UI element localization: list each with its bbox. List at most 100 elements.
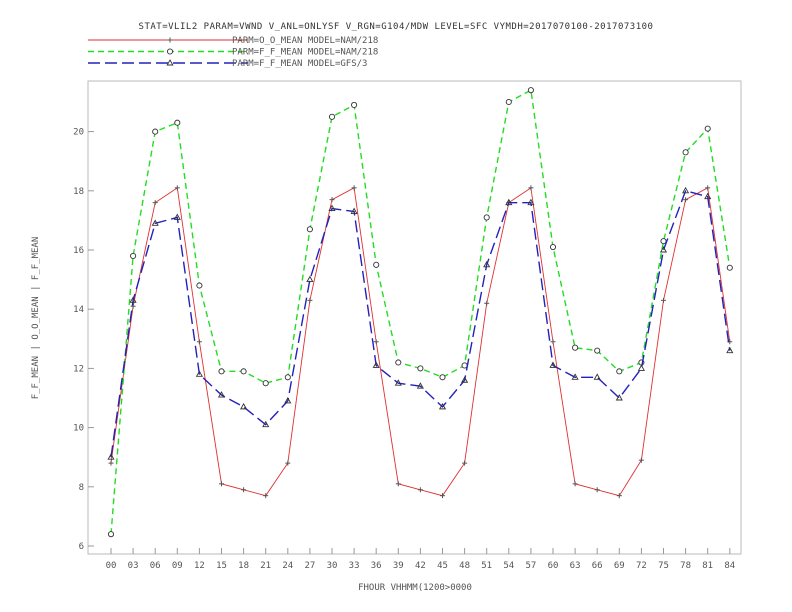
data-point [682, 186, 690, 194]
data-point [616, 493, 622, 499]
data-point [440, 493, 445, 499]
x-tick-label: 69 [614, 561, 625, 571]
data-point [373, 261, 380, 268]
data-point [328, 204, 336, 212]
x-tick-label: 81 [702, 561, 713, 571]
data-point [218, 368, 225, 375]
data-point [439, 374, 446, 381]
data-point [240, 402, 248, 410]
data-point [174, 119, 181, 126]
data-point [285, 460, 291, 466]
legend-marker [166, 48, 174, 55]
data-point [549, 361, 557, 368]
x-tick-label: 06 [150, 561, 161, 571]
chart-title: STAT=VLIL2 PARAM=VWND V_ANL=ONLYSF V_RGN… [139, 22, 654, 32]
data-point [594, 487, 600, 493]
data-point [372, 361, 380, 368]
x-tick-label: 66 [592, 561, 603, 571]
data-point [726, 346, 734, 354]
legend-marker [167, 37, 173, 43]
x-tick-label: 36 [371, 561, 382, 571]
y-tick-label: 18 [73, 187, 84, 197]
data-point [394, 379, 402, 386]
data-point [661, 297, 666, 303]
data-point [262, 420, 270, 428]
data-point [527, 198, 535, 206]
x-tick-label: 12 [194, 561, 205, 571]
x-tick-label: 60 [548, 561, 559, 571]
x-tick-label: 72 [636, 561, 647, 571]
data-point [616, 368, 623, 375]
x-tick-label: 57 [525, 561, 536, 571]
data-point [108, 460, 114, 466]
data-point [438, 402, 447, 410]
x-tick-label: 27 [304, 561, 315, 571]
data-point [505, 198, 513, 206]
data-point [571, 373, 579, 380]
data-point [704, 192, 712, 200]
data-point [594, 347, 601, 354]
data-point [152, 128, 159, 135]
data-point [550, 339, 556, 345]
data-point [505, 98, 512, 106]
x-tick-label: 21 [260, 561, 271, 571]
data-point [572, 481, 578, 487]
data-point [683, 197, 689, 203]
x-tick-label: 42 [415, 561, 426, 571]
data-point [328, 113, 336, 120]
legend-marker [166, 59, 174, 66]
data-point [284, 374, 291, 381]
data-point [726, 264, 733, 271]
y-tick-label: 20 [73, 128, 84, 138]
data-point [241, 487, 247, 493]
legend-label: PARM=O_O_MEAN MODEL=NAM/218 [232, 36, 378, 46]
y-tick-label: 8 [79, 483, 84, 493]
x-tick-label: 48 [459, 561, 470, 571]
data-point [219, 481, 224, 487]
data-point [637, 364, 645, 371]
y-tick-label: 12 [73, 364, 84, 374]
data-point [306, 226, 313, 233]
data-point [682, 149, 689, 156]
x-tick-label: 15 [216, 561, 227, 571]
data-point [284, 397, 292, 404]
x-tick-label: 45 [437, 561, 448, 571]
y-tick-label: 6 [79, 542, 84, 552]
x-tick-label: 75 [658, 561, 669, 571]
plot-frame [87, 80, 742, 555]
x-tick-label: 54 [503, 561, 514, 571]
x-tick-label: 63 [570, 561, 581, 571]
data-point [174, 185, 180, 191]
data-point [416, 382, 424, 389]
data-point [307, 297, 313, 303]
x-tick-label: 00 [106, 561, 117, 571]
data-point [173, 213, 181, 220]
data-point [417, 487, 423, 493]
data-point [351, 185, 357, 191]
data-point [549, 243, 557, 251]
data-point [395, 359, 402, 366]
data-point [373, 339, 379, 345]
data-point [395, 481, 401, 487]
y-tick-label: 10 [73, 424, 84, 434]
data-point [462, 460, 468, 466]
x-axis-label: FHOUR VHHMM(1200>0000 [358, 583, 472, 593]
x-tick-label: 78 [680, 561, 691, 571]
data-point [483, 214, 490, 221]
data-point [461, 376, 469, 383]
data-point [527, 87, 534, 94]
data-point [107, 531, 115, 538]
data-point [217, 391, 226, 398]
x-tick-label: 84 [724, 561, 735, 571]
data-point [196, 339, 202, 345]
data-point [262, 380, 269, 387]
data-point [107, 453, 115, 460]
data-point [705, 185, 711, 191]
data-point [240, 368, 247, 375]
data-point [593, 373, 601, 380]
x-tick-label: 33 [349, 561, 360, 571]
data-point [659, 246, 668, 253]
data-point [152, 200, 158, 206]
data-point [417, 365, 424, 372]
legend: PARM=O_O_MEAN MODEL=NAM/218 PARM=F_F_MEAN… [88, 36, 378, 69]
